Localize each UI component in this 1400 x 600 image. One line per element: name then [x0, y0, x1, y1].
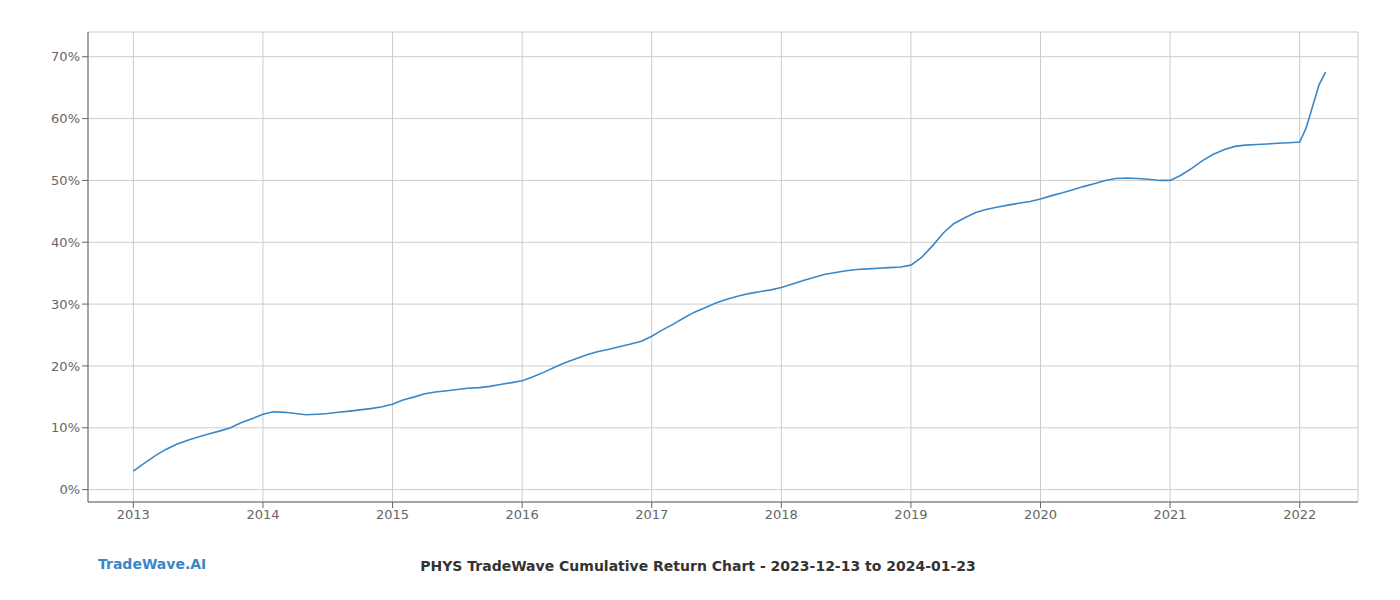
html-text:PHYS TradeWave Cumulative Retu: PHYS TradeWave Cumulative Return Chart -… [420, 558, 976, 574]
svg-text:2017: 2017 [635, 507, 668, 522]
svg-text:50%: 50% [51, 173, 80, 188]
svg-text:30%: 30% [51, 297, 80, 312]
svg-text:40%: 40% [51, 235, 80, 250]
svg-text:20%: 20% [51, 359, 80, 374]
svg-text:60%: 60% [51, 111, 80, 126]
svg-text:2018: 2018 [765, 507, 798, 522]
svg-text:10%: 10% [51, 420, 80, 435]
svg-text:2014: 2014 [246, 507, 279, 522]
svg-text:2022: 2022 [1283, 507, 1316, 522]
svg-text:2020: 2020 [1024, 507, 1057, 522]
svg-text:2016: 2016 [506, 507, 539, 522]
svg-text:2015: 2015 [376, 507, 409, 522]
svg-text:70%: 70% [51, 49, 80, 64]
svg-text:2019: 2019 [894, 507, 927, 522]
svg-text:0%: 0% [59, 482, 80, 497]
svg-text:2021: 2021 [1154, 507, 1187, 522]
svg-text:2013: 2013 [117, 507, 150, 522]
html-text:TradeWave.AI: TradeWave.AI [98, 556, 207, 572]
